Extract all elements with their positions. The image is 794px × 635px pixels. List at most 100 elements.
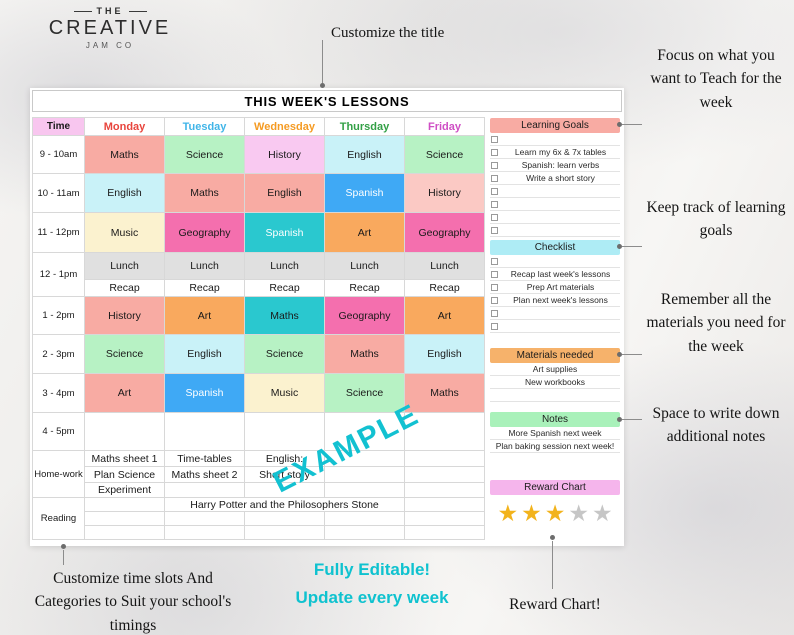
day-header: Monday [84,117,165,136]
panel-header: Checklist [490,240,620,255]
lesson-cell: English [404,334,485,374]
lesson-cell: Plan Science [84,466,165,483]
lesson-cell: Lunch [164,252,245,280]
connector-dot-time-slots [61,544,66,549]
checkbox-icon [491,284,498,291]
fully-editable-line1: Fully Editable! [313,560,431,579]
lesson-cell [84,412,165,451]
time-slot-label: Reading [32,497,85,540]
time-slot-label: 1 - 2pm [32,296,85,335]
timetable-row: 2 - 3pm Science English Science Maths English [32,334,485,374]
checkbox-icon [491,136,498,143]
lesson-cell: English [324,135,405,174]
lesson-cell [164,412,245,451]
logo-the: THE [96,6,124,16]
lesson-cell: Science [244,334,325,374]
lesson-cell: Lunch [244,252,325,280]
star-icon: ★ [497,500,519,526]
day-header-row: Time Monday Tuesday Wednesday Thursday Friday [32,117,485,136]
lesson-cell [244,525,325,540]
panel-checklist: Checklist Recap last week's lessons Prep A… [490,240,620,333]
star-icon: ★ [591,500,613,526]
lesson-cell: Recap [164,279,245,297]
time-slot-label: 9 - 10am [32,135,85,174]
panel-item: Spanish: learn verbs [490,159,620,172]
lesson-cell: History [404,173,485,213]
weekly-timetable: Time Monday Tuesday Wednesday Thursday Friday… [32,117,485,540]
timetable-row: Reading Harry Potter and the Philosophers… [32,497,485,540]
lesson-cell: English [164,334,245,374]
lesson-cell: Recap [244,279,325,297]
lesson-cell: Time-tables [164,450,245,467]
timetable-row: 9 - 10am Maths Science History English Scienc… [32,135,485,174]
day-header: Thursday [324,117,405,136]
item-label: Write a short story [526,173,595,183]
lesson-cell: Maths [164,173,245,213]
lesson-cell [404,482,485,498]
lesson-cell [404,497,485,512]
lesson-cell [324,450,405,467]
lesson-cell [404,511,485,526]
lesson-cell [244,412,325,451]
lesson-cell [404,525,485,540]
annotation-focus: Focus on what you want to Teach for the … [650,47,782,111]
item-label: Spanish: learn verbs [521,160,600,170]
item-label: Plan next week's lessons [513,295,608,305]
lesson-cell: Art [84,373,165,413]
lesson-cell: Maths sheet 2 [164,466,245,483]
annotation-notes: Space to write down additional notes [652,405,780,446]
lesson-cell: Science [164,135,245,174]
timetable-row: 4 - 5pm [32,412,485,451]
lesson-cell: Maths sheet 1 [84,450,165,467]
lesson-cell: Short story [244,466,325,483]
connector-line-materials [622,354,642,355]
time-column-header: Time [32,117,85,136]
connector-dot-title [320,83,325,88]
lesson-cell: Art [164,296,245,335]
panel-item [490,389,620,402]
lesson-cell [404,466,485,483]
panel-item [490,224,620,237]
panel-item [490,320,620,333]
checkbox-icon [491,310,498,317]
checkbox-icon [491,258,498,265]
lesson-cell: Recap [404,279,485,297]
checkbox-icon [491,214,498,221]
timetable-row: 10 - 11am English Maths English Spanish Histo… [32,173,485,213]
timetable-row: 12 - 1pm Lunch Lunch Lunch Lunch Lunch [32,252,485,297]
lesson-cell: Science [404,135,485,174]
timetable-row [33,525,485,540]
checkbox-icon [491,227,498,234]
fully-editable-line2: Update every week [295,588,449,608]
panel-learning-goals: Learning Goals Learn my 6x & 7x tables Spa… [490,118,620,237]
panel-item: Plan next week's lessons [490,294,620,307]
lesson-cell: Lunch [404,252,485,280]
day-header: Wednesday [244,117,325,136]
connector-line-reward [552,541,553,589]
connector-line-title [322,40,323,83]
panel-item: Recap last week's lessons [490,268,620,281]
panel-header: Notes [490,412,620,427]
panel-item: More Spanish next week [490,427,620,440]
lesson-cell [84,497,165,512]
star-icon: ★ [568,500,589,526]
panel-item [490,307,620,320]
item-label: Recap last week's lessons [510,269,611,279]
lesson-cell [164,482,245,498]
lesson-cell [324,412,405,451]
reward-stars: ★ ★ ★ ★ ★ [490,501,620,526]
connector-line-checklist [622,246,642,247]
lesson-cell: Music [244,373,325,413]
time-slot-label: Home-work [32,450,85,498]
lesson-cell [324,511,405,526]
fully-editable-note: Fully Editable! Update every week [262,556,482,612]
star-icon: ★ [544,500,566,526]
lesson-cell: History [244,135,325,174]
timetable-row [33,511,485,526]
lesson-cell [244,511,325,526]
lesson-cell [404,412,485,451]
timetable-row: Experiment [33,482,485,498]
connector-dot-learning-goals [617,122,622,127]
panel-item [490,211,620,224]
